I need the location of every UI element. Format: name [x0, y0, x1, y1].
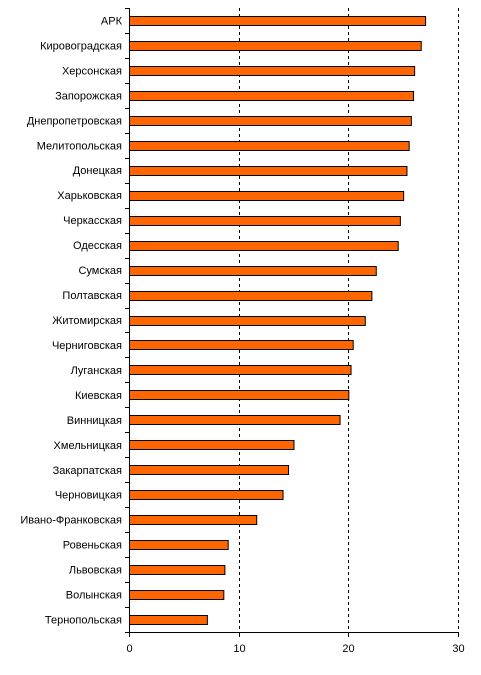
category-label-22: Ровеньская — [63, 540, 122, 552]
category-label-23: Львовская — [69, 565, 122, 577]
category-label-15: Луганская — [71, 365, 122, 377]
category-label-17: Винницкая — [67, 415, 122, 427]
category-label-3: Херсонская — [62, 65, 122, 77]
x-axis: 0 10 20 30 — [125, 8, 465, 655]
category-labels: АРК Кировоградская Херсонская Запорожская Дн… — [20, 15, 122, 626]
bar-14 — [129, 340, 354, 350]
category-label-7: Донецкая — [73, 165, 122, 177]
bar-6 — [129, 141, 410, 151]
x-tick-label-10: 10 — [233, 643, 245, 655]
bar-2 — [129, 41, 422, 51]
bar-10 — [129, 241, 399, 251]
bar-8 — [129, 191, 405, 201]
category-label-10: Одесская — [73, 240, 122, 252]
category-label-25: Тернопольская — [45, 615, 122, 627]
bar-16 — [129, 390, 350, 400]
category-label-18: Хмельницкая — [54, 440, 122, 452]
bar-20 — [129, 490, 284, 500]
category-label-4: Запорожская — [55, 90, 122, 102]
category-label-20: Черновицкая — [55, 490, 122, 502]
category-label-5: Днепропетровская — [27, 115, 122, 127]
bar-25 — [129, 615, 208, 625]
category-label-16: Киевская — [75, 390, 122, 402]
bar-4 — [129, 91, 415, 101]
category-label-14: Черниговская — [52, 340, 122, 352]
bar-19 — [129, 465, 290, 475]
x-tick-label-30: 30 — [452, 643, 464, 655]
category-label-11: Сумская — [78, 265, 122, 277]
bar-12 — [129, 291, 373, 301]
bar-23 — [129, 565, 226, 575]
category-label-19: Закарпатская — [53, 465, 122, 477]
x-tick-label-20: 20 — [342, 643, 354, 655]
category-label-21: Ивано-Франковская — [20, 515, 122, 527]
bar-5 — [129, 116, 412, 126]
category-label-6: Мелитопольская — [37, 140, 122, 152]
bar-3 — [129, 66, 416, 76]
bar-7 — [129, 166, 408, 176]
category-label-8: Харьковская — [57, 190, 122, 202]
bar-11 — [129, 266, 377, 276]
category-label-1: АРК — [101, 15, 123, 27]
category-label-13: Житомирская — [52, 315, 122, 327]
category-label-2: Кировоградская — [40, 40, 122, 52]
bar-17 — [129, 415, 341, 425]
bar-1 — [129, 16, 427, 26]
bar-18 — [129, 440, 295, 450]
category-label-24: Волынская — [66, 590, 122, 602]
bar-22 — [129, 540, 229, 550]
category-label-12: Полтавская — [62, 290, 122, 302]
bar-15 — [129, 365, 352, 375]
bars — [129, 16, 427, 625]
bar-9 — [129, 216, 401, 226]
x-tick-label-0: 0 — [126, 643, 132, 655]
bar-13 — [129, 316, 366, 326]
bar-24 — [129, 590, 225, 600]
category-label-9: Черкасская — [63, 215, 122, 227]
bar-21 — [129, 515, 258, 525]
